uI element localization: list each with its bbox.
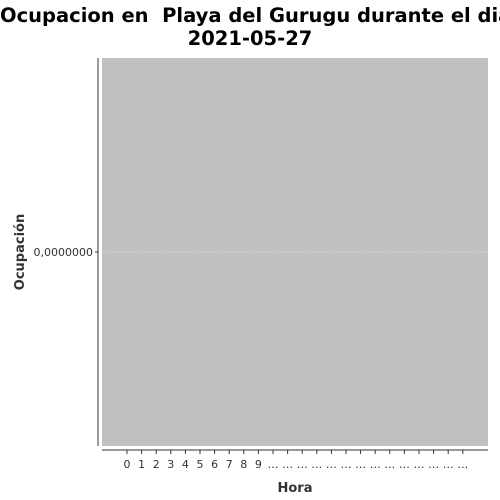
x-tick-label: … (443, 458, 454, 471)
x-tick-label: … (355, 458, 366, 471)
y-axis-title: Ocupación (13, 214, 28, 290)
x-tick-label: 4 (182, 458, 189, 471)
x-tick-label: 9 (255, 458, 262, 471)
x-axis-title: Hora (278, 481, 313, 496)
x-tick-label: 3 (167, 458, 174, 471)
x-tick-label: … (282, 458, 293, 471)
x-tick-label: 6 (211, 458, 218, 471)
x-tick-label: 7 (226, 458, 233, 471)
x-tick-label: … (457, 458, 468, 471)
x-tick-label: … (341, 458, 352, 471)
x-tick-label: … (311, 458, 322, 471)
x-tick-label: … (399, 458, 410, 471)
x-tick-label: 5 (197, 458, 204, 471)
y-tick-label: 0,0000000 (34, 246, 94, 259)
x-tick-label: … (268, 458, 279, 471)
y-ticks: 0,0000000 (34, 246, 98, 259)
x-tick-label: 1 (138, 458, 145, 471)
x-tick-label: … (414, 458, 425, 471)
x-tick-label: … (384, 458, 395, 471)
x-tick-label: … (326, 458, 337, 471)
chart-title-line1: Ocupacion en Playa del Gurugu durante el… (0, 4, 500, 27)
x-ticks: 0 1 2 3 4 5 6 7 8 9…………………………………… (124, 450, 468, 471)
x-tick-label: … (428, 458, 439, 471)
x-tick-label: 0 (124, 458, 131, 471)
x-tick-label: … (297, 458, 308, 471)
x-tick-label: 2 (153, 458, 160, 471)
x-tick-label: 8 (240, 458, 247, 471)
chart-title-line2: 2021-05-27 (187, 27, 313, 50)
x-tick-label: … (370, 458, 381, 471)
